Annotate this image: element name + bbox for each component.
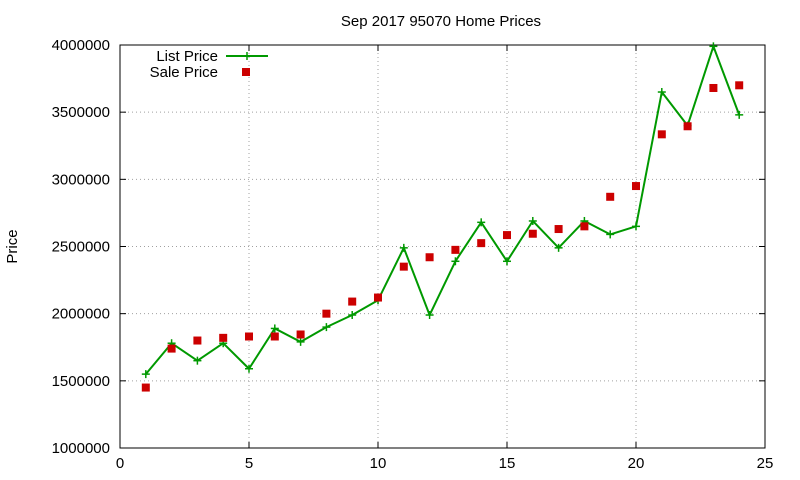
list-price-point xyxy=(399,243,408,252)
list-price-line xyxy=(145,45,741,375)
legend-label: List Price xyxy=(156,48,218,65)
sale-price-point xyxy=(632,182,640,191)
sale-price-point xyxy=(477,239,486,248)
list-price-point xyxy=(735,110,744,119)
list-price-point xyxy=(451,257,460,266)
sale-price-point xyxy=(606,192,615,201)
legend-plus-marker xyxy=(243,52,251,60)
sale-price-point xyxy=(528,229,537,238)
sale-price-point xyxy=(245,332,253,341)
sale-price-point xyxy=(141,383,150,392)
x-tick-label: 15 xyxy=(499,455,516,472)
sale-price-point xyxy=(348,297,357,306)
y-tick-label: 2500000 xyxy=(52,239,110,256)
series-layer xyxy=(141,42,744,392)
sale-price-point xyxy=(322,309,331,318)
list-price-point xyxy=(657,88,666,97)
chart-title: Sep 2017 95070 Home Prices xyxy=(341,13,541,30)
legend-square-marker xyxy=(242,68,250,76)
sale-price-point xyxy=(374,293,382,302)
axis-ticks: 1000000 1500000 2000000 2500000 3000000 35000… xyxy=(52,37,774,472)
list-price-point xyxy=(709,42,718,51)
y-tick-label: 2000000 xyxy=(52,306,110,323)
sale-price-point xyxy=(451,245,460,254)
y-tick-label: 4000000 xyxy=(52,37,110,54)
y-tick-label: 3000000 xyxy=(52,171,110,188)
list-price-point xyxy=(245,364,253,373)
sale-price-point xyxy=(735,81,744,90)
list-price-point xyxy=(322,323,331,332)
list-price-point xyxy=(348,311,357,320)
list-price-point xyxy=(503,257,511,266)
list-price-point xyxy=(606,230,615,239)
grid xyxy=(120,45,765,448)
sale-price-point xyxy=(219,333,228,342)
sale-price-point xyxy=(503,231,511,240)
series-list-price xyxy=(141,42,744,379)
sale-price-point xyxy=(270,332,279,341)
sale-price-point xyxy=(296,330,305,339)
sale-price-point xyxy=(683,122,692,131)
sale-price-point xyxy=(580,222,589,231)
x-tick-label: 10 xyxy=(370,455,387,472)
sale-price-point xyxy=(193,336,202,345)
list-price-point xyxy=(477,218,486,227)
series-sale-price xyxy=(141,81,744,392)
sale-price-point xyxy=(167,344,176,353)
list-price-point xyxy=(270,324,279,333)
list-price-point xyxy=(193,356,202,365)
list-price-point xyxy=(528,216,537,225)
legend-label: Sale Price xyxy=(150,64,218,81)
list-price-point xyxy=(141,370,150,379)
sale-price-point xyxy=(425,253,434,262)
list-price-point xyxy=(632,222,640,231)
list-price-point xyxy=(554,243,563,252)
list-price-point xyxy=(296,337,305,346)
legend-item: List Price xyxy=(156,48,268,65)
x-tick-label: 0 xyxy=(116,455,124,472)
sale-price-point xyxy=(709,83,718,92)
x-tick-label: 25 xyxy=(757,455,774,472)
list-price-point xyxy=(425,311,434,320)
sale-price-point xyxy=(657,130,666,139)
sale-price-point xyxy=(399,262,408,271)
y-tick-label: 1000000 xyxy=(52,440,110,457)
x-tick-label: 5 xyxy=(245,455,253,472)
y-tick-label: 3500000 xyxy=(52,104,110,121)
legend-item: Sale Price xyxy=(150,64,250,81)
x-tick-label: 20 xyxy=(628,455,645,472)
y-axis-label: Price xyxy=(4,229,21,263)
sale-price-point xyxy=(554,225,563,234)
y-tick-label: 1500000 xyxy=(52,373,110,390)
